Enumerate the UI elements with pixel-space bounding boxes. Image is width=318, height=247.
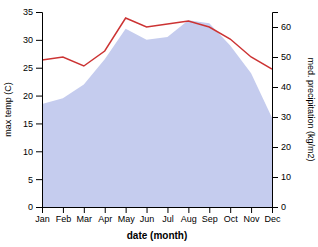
tick: Oct [224, 207, 239, 224]
tick: Apr [98, 207, 112, 224]
tick: 20 [23, 91, 42, 101]
tick: May [118, 207, 136, 224]
tick: 30 [23, 35, 42, 45]
tick-label: Aug [181, 214, 197, 224]
tick-label: 10 [23, 147, 33, 157]
tick-mark [272, 207, 278, 208]
y2-axis-title: med. precipitation (kg/m2) [306, 57, 316, 161]
tick-label: Apr [98, 214, 112, 224]
tick: 25 [23, 63, 42, 73]
tick: Dec [264, 207, 281, 224]
plot: JanFebMarAprMayJunJulAugSepOctNovDec0510… [23, 7, 291, 224]
y2-axis: 0 10 20 30 40 50 60 [272, 13, 291, 213]
line [42, 18, 272, 69]
marks [42, 18, 272, 207]
tick: Jan [35, 207, 50, 224]
tick: Jun [140, 207, 155, 224]
tick-label: 30 [23, 35, 33, 45]
tick-label: 0 [28, 202, 33, 212]
tick-label: 30 [281, 112, 291, 122]
tick-label: 15 [23, 119, 33, 129]
tick-mark [188, 207, 189, 213]
tick: 60 [272, 22, 291, 32]
tick-label: 60 [281, 22, 291, 32]
tick-label: Dec [264, 214, 281, 224]
tick-label: Jan [35, 214, 50, 224]
tick: 0 [28, 202, 42, 212]
tick: 20 [272, 142, 291, 152]
x-axis: Jan Feb Mar Apr May Jun Jul Aug Sep Oct NovDec [35, 207, 281, 224]
tick-mark [36, 207, 42, 208]
tick-mark [209, 207, 210, 213]
tick-label: 25 [23, 63, 33, 73]
tick-mark [36, 179, 42, 180]
axis-line [273, 13, 279, 208]
tick: 0 [272, 202, 286, 212]
tick: 40 [272, 82, 291, 92]
tick-mark [272, 177, 278, 178]
tick-mark [167, 207, 168, 213]
tick: 10 [23, 147, 42, 157]
tick-label: 40 [281, 82, 291, 92]
axis-line [36, 13, 43, 208]
tick-label: 50 [281, 52, 291, 62]
tick-mark [36, 96, 42, 97]
tick-mark [63, 207, 64, 213]
tick-label: Oct [224, 214, 239, 224]
tick-label: Jun [140, 214, 155, 224]
tick-mark [251, 207, 252, 213]
tick-label: 10 [281, 172, 291, 182]
tick: Sep [202, 207, 218, 224]
tick: 50 [272, 52, 291, 62]
tick-label: 20 [281, 142, 291, 152]
y-axis: 0 5 10 15 20 25 30 35 [23, 7, 43, 212]
tick: Jul [162, 207, 174, 224]
tick-mark [36, 68, 42, 69]
tick-label: Nov [244, 214, 261, 224]
tick-mark [126, 207, 127, 213]
tick-mark [272, 27, 278, 28]
tick-mark [272, 57, 278, 58]
tick-label: Mar [77, 214, 93, 224]
tick-mark [36, 151, 42, 152]
tick: 5 [28, 175, 42, 185]
y-axis-title: max temp (C) [3, 82, 13, 137]
tick: Mar [77, 207, 93, 224]
tick-mark [272, 147, 278, 148]
tick-mark [272, 87, 278, 88]
tick-mark [36, 40, 42, 41]
tick: 10 [272, 172, 291, 182]
tick-label: 5 [28, 175, 33, 185]
area [42, 20, 272, 207]
tick-label: Jul [162, 214, 174, 224]
tick: 15 [23, 119, 42, 129]
tick: 30 [272, 112, 291, 122]
chart: JanFebMarAprMayJunJulAugSepOctNovDec0510… [0, 0, 318, 247]
tick-label: Sep [202, 214, 218, 224]
x-axis-title: date (month) [127, 230, 188, 241]
tick-mark [147, 207, 148, 213]
tick-mark [36, 123, 42, 124]
tick-label: 35 [23, 7, 33, 17]
tick: Nov [244, 207, 261, 224]
tick: 35 [23, 7, 42, 17]
tick-mark [84, 207, 85, 213]
tick-mark [230, 207, 231, 213]
tick-mark [36, 12, 42, 13]
tick: Feb [56, 207, 72, 224]
axis-line [43, 208, 273, 214]
tick: Aug [181, 207, 197, 224]
tick-label: 20 [23, 91, 33, 101]
tick-label: 0 [281, 202, 286, 212]
tick-label: May [118, 214, 136, 224]
tick-label: Feb [56, 214, 72, 224]
tick-mark [105, 207, 106, 213]
tick-mark [272, 117, 278, 118]
